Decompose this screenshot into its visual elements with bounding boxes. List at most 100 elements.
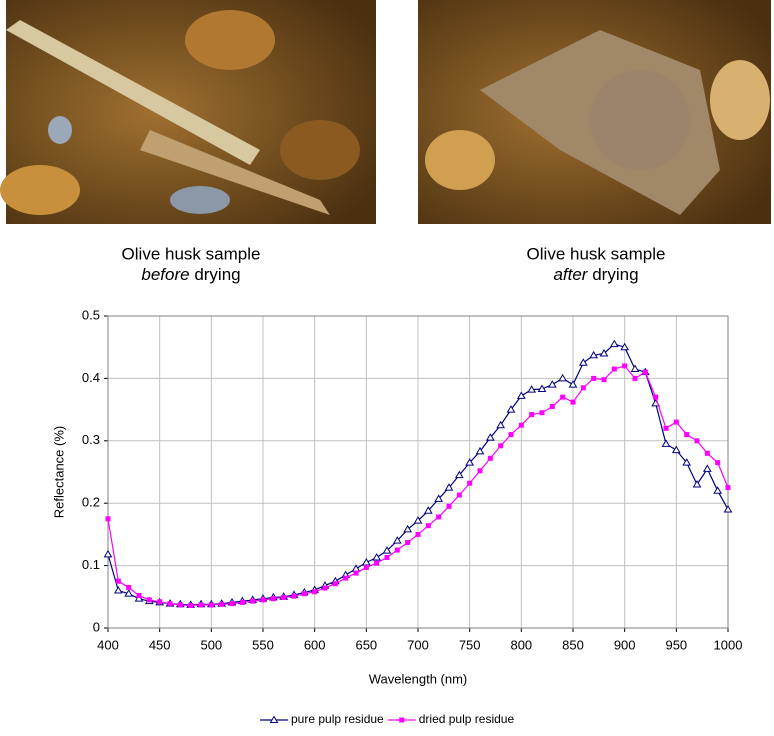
data-point xyxy=(103,549,113,558)
data-point xyxy=(394,547,400,553)
data-point xyxy=(146,597,152,603)
data-point xyxy=(477,468,483,474)
x-tick-label: 950 xyxy=(665,637,687,652)
data-point xyxy=(620,342,630,351)
legend-label: dried pulp residue xyxy=(419,712,515,726)
y-tick-label: 0.5 xyxy=(82,307,100,322)
y-tick-label: 0.1 xyxy=(82,557,100,572)
data-point xyxy=(589,350,599,359)
data-point xyxy=(663,425,669,431)
data-point xyxy=(642,369,648,375)
data-point xyxy=(425,523,431,529)
data-point xyxy=(496,420,506,429)
data-point xyxy=(134,594,144,602)
data-point xyxy=(281,594,287,600)
x-tick-label: 400 xyxy=(97,637,119,652)
data-point xyxy=(609,339,619,348)
photo-before xyxy=(0,0,376,224)
caption-line: Olive husk sample xyxy=(122,244,261,263)
caption-line: Olive husk sample xyxy=(527,244,666,263)
data-point xyxy=(692,479,702,488)
data-point xyxy=(405,540,411,546)
data-point xyxy=(498,443,504,449)
x-tick-label: 500 xyxy=(200,637,222,652)
plot-border xyxy=(107,315,729,629)
data-point xyxy=(599,348,609,357)
data-point xyxy=(630,364,640,373)
data-point xyxy=(444,483,454,491)
data-point xyxy=(219,601,225,607)
data-point xyxy=(312,589,318,595)
caption-emphasis: before xyxy=(141,265,189,284)
data-point xyxy=(291,593,297,599)
legend-marker xyxy=(269,715,279,723)
data-point xyxy=(250,598,256,604)
y-tick-label: 0 xyxy=(93,619,100,634)
data-point xyxy=(723,504,733,513)
x-tick-label: 850 xyxy=(562,637,584,652)
y-axis-label: Reflectance (%) xyxy=(51,426,66,518)
data-point xyxy=(580,385,586,391)
data-point xyxy=(124,589,134,597)
data-point xyxy=(508,432,514,438)
data-point xyxy=(558,373,568,382)
data-point xyxy=(529,412,535,418)
data-point xyxy=(208,602,214,608)
caption-rest: drying xyxy=(194,265,240,284)
data-point xyxy=(157,599,163,605)
y-tick-label: 0.3 xyxy=(82,432,100,447)
data-point xyxy=(113,586,123,594)
x-tick-label: 550 xyxy=(252,637,274,652)
data-point xyxy=(671,445,681,454)
caption-emphasis: after xyxy=(553,265,588,284)
data-point xyxy=(506,405,516,413)
data-point xyxy=(682,458,692,466)
data-point xyxy=(374,560,380,566)
data-point xyxy=(115,578,121,584)
data-point xyxy=(560,394,566,400)
data-point xyxy=(632,375,638,381)
data-point xyxy=(372,552,382,561)
data-point xyxy=(653,394,659,400)
caption-line: before drying xyxy=(141,265,240,284)
legend-marker xyxy=(399,717,405,723)
data-point xyxy=(446,503,452,509)
data-point xyxy=(713,486,723,494)
data-point xyxy=(239,599,245,605)
y-tick-label: 0.2 xyxy=(82,495,100,510)
x-tick-label: 1000 xyxy=(714,637,743,652)
data-point xyxy=(384,554,390,560)
x-axis-label: Wavelength (nm) xyxy=(369,671,468,686)
x-tick-label: 450 xyxy=(149,637,171,652)
legend-label: pure pulp residue xyxy=(291,712,384,726)
data-point xyxy=(198,602,204,608)
data-point xyxy=(694,438,700,444)
x-tick-label: 750 xyxy=(459,637,481,652)
caption-rest: drying xyxy=(592,265,638,284)
x-tick-label: 800 xyxy=(510,637,532,652)
data-point xyxy=(322,585,328,591)
data-point xyxy=(684,432,690,438)
data-point xyxy=(454,470,464,479)
data-point xyxy=(601,377,607,383)
x-tick-label: 650 xyxy=(355,637,377,652)
data-point xyxy=(622,363,628,369)
data-point xyxy=(403,524,413,533)
data-point xyxy=(436,514,442,520)
photo-after xyxy=(418,0,771,224)
data-point xyxy=(591,375,597,381)
data-point xyxy=(487,455,493,461)
data-point xyxy=(434,494,444,502)
data-point xyxy=(353,570,359,576)
data-point xyxy=(725,485,731,491)
x-tick-label: 700 xyxy=(407,637,429,652)
data-point xyxy=(188,603,194,609)
data-point xyxy=(363,564,369,570)
data-point xyxy=(673,419,679,425)
data-point xyxy=(229,601,235,607)
data-point xyxy=(485,433,495,441)
data-point xyxy=(570,399,576,405)
data-point xyxy=(539,410,545,416)
caption-line: after drying xyxy=(553,265,638,284)
